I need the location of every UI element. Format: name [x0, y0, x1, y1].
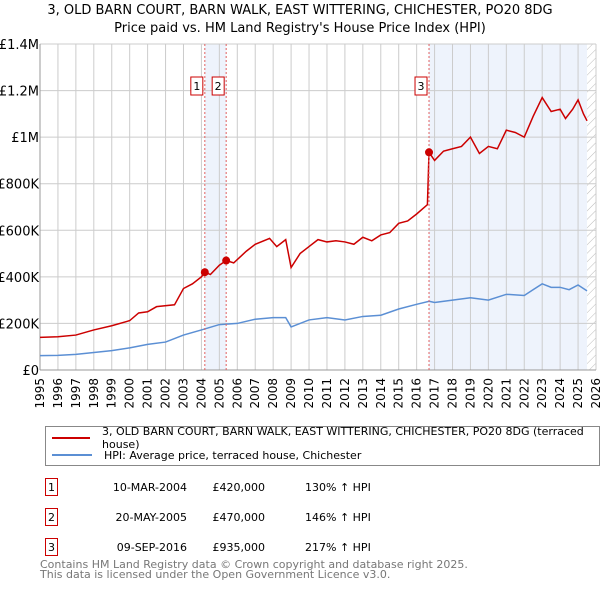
x-tick-label: 2013	[356, 378, 370, 409]
sale-price: £420,000	[212, 480, 266, 494]
x-tick-label: 2006	[230, 378, 244, 409]
x-tick-label: 2019	[463, 378, 477, 409]
x-tick-label: 2003	[176, 378, 190, 409]
shaded-region	[429, 44, 588, 370]
x-tick-label: 2014	[374, 378, 388, 409]
sale-hpi-change: 146% ↑ HPI	[305, 510, 371, 524]
sale-hpi-change: 217% ↑ HPI	[305, 540, 371, 554]
x-tick-label: 1995	[33, 378, 47, 409]
sale-point	[222, 256, 231, 265]
sale-marker-box	[211, 76, 225, 96]
sale-price: £470,000	[212, 510, 266, 524]
x-tick-label: 2016	[410, 378, 424, 409]
chart-subtitle: Price paid vs. HM Land Registry's House …	[114, 21, 486, 36]
legend-label: HPI: Average price, terraced house, Chic…	[104, 448, 362, 462]
legend-swatch	[52, 454, 92, 456]
y-tick-label: £200K	[0, 317, 39, 332]
sale-row: 1 10-MAR-2004 £420,000 130% ↑ HPI	[45, 476, 371, 498]
y-tick-label: £1M	[11, 131, 39, 146]
footer-line-1: Contains HM Land Registry data © Crown c…	[40, 558, 468, 571]
x-tick-label: 1998	[87, 378, 101, 409]
sale-row: 3 09-SEP-2016 £935,000 217% ↑ HPI	[45, 536, 371, 558]
sale-marker-badge: 2	[45, 508, 58, 526]
sale-marker-box	[414, 76, 428, 96]
x-tick-label: 2002	[159, 378, 173, 409]
x-tick-label: 2005	[212, 378, 226, 409]
x-tick-label: 1997	[69, 378, 83, 409]
x-tick-label: 2018	[446, 378, 460, 409]
sale-point	[425, 148, 434, 157]
x-tick-label: 2012	[338, 378, 352, 409]
y-tick-label: £1.2M	[0, 85, 39, 100]
sale-marker-badge: 3	[45, 538, 58, 556]
sale-marker-box	[190, 76, 204, 96]
legend: 3, OLD BARN COURT, BARN WALK, EAST WITTE…	[45, 425, 600, 466]
sale-marker-label: 3	[418, 80, 425, 93]
chart-title: 3, OLD BARN COURT, BARN WALK, EAST WITTE…	[47, 3, 553, 18]
x-tick-label: 2007	[248, 378, 262, 409]
footer: Contains HM Land Registry data © Crown c…	[40, 558, 468, 581]
x-tick-label: 2025	[571, 378, 585, 409]
x-tick-label: 2009	[284, 378, 298, 409]
sale-row: 2 20-MAY-2005 £470,000 146% ↑ HPI	[45, 506, 371, 528]
shaded-region	[204, 44, 227, 370]
y-tick-label: £600K	[0, 224, 39, 239]
x-tick-label: 2022	[517, 378, 531, 409]
sale-date: 09-SEP-2016	[116, 540, 187, 554]
sale-hpi-change: 130% ↑ HPI	[305, 480, 371, 494]
legend-label: 3, OLD BARN COURT, BARN WALK, EAST WITTE…	[102, 425, 584, 451]
legend-swatch	[52, 437, 91, 439]
x-tick-label: 1999	[105, 378, 119, 409]
sale-date: 10-MAR-2004	[112, 480, 187, 494]
x-tick-label: 2000	[123, 378, 137, 409]
x-tick-label: 2001	[141, 378, 155, 409]
x-tick-label: 2011	[320, 378, 334, 409]
sale-date: 20-MAY-2005	[115, 510, 187, 524]
x-tick-label: 2024	[553, 378, 567, 409]
y-tick-label: £0	[22, 364, 39, 379]
price-chart: 1995 1996 1997 1998 1999 2000 2001 2002 2003 2004…	[0, 38, 600, 409]
footer-line-2: This data is licensed under the Open Gov…	[40, 568, 391, 581]
sale-marker-label: 1	[193, 80, 200, 93]
series-line	[39, 96, 588, 339]
forecast-hatch	[587, 44, 596, 370]
sale-point	[200, 268, 209, 277]
x-tick-label: 2021	[499, 378, 513, 409]
x-tick-label: 2010	[302, 378, 316, 409]
series-line	[39, 283, 588, 357]
x-tick-label: 2026	[589, 378, 600, 409]
legend-item-hpi: HPI: Average price, terraced house, Chic…	[46, 447, 361, 463]
sale-marker-label: 2	[215, 80, 222, 93]
x-tick-label: 2008	[266, 378, 280, 409]
y-tick-label: £1.4M	[0, 38, 39, 53]
x-tick-label: 2023	[535, 378, 549, 409]
x-tick-label: 1996	[51, 378, 65, 409]
y-tick-label: £400K	[0, 271, 39, 286]
x-tick-label: 2015	[392, 378, 406, 409]
sale-price: £935,000	[212, 540, 266, 554]
y-tick-label: £800K	[0, 178, 39, 193]
x-tick-label: 2004	[194, 378, 208, 409]
legend-item-property: 3, OLD BARN COURT, BARN WALK, EAST WITTE…	[46, 425, 599, 451]
x-tick-label: 2020	[481, 378, 495, 409]
sale-marker-badge: 1	[45, 478, 58, 496]
x-tick-label: 2017	[428, 378, 442, 409]
